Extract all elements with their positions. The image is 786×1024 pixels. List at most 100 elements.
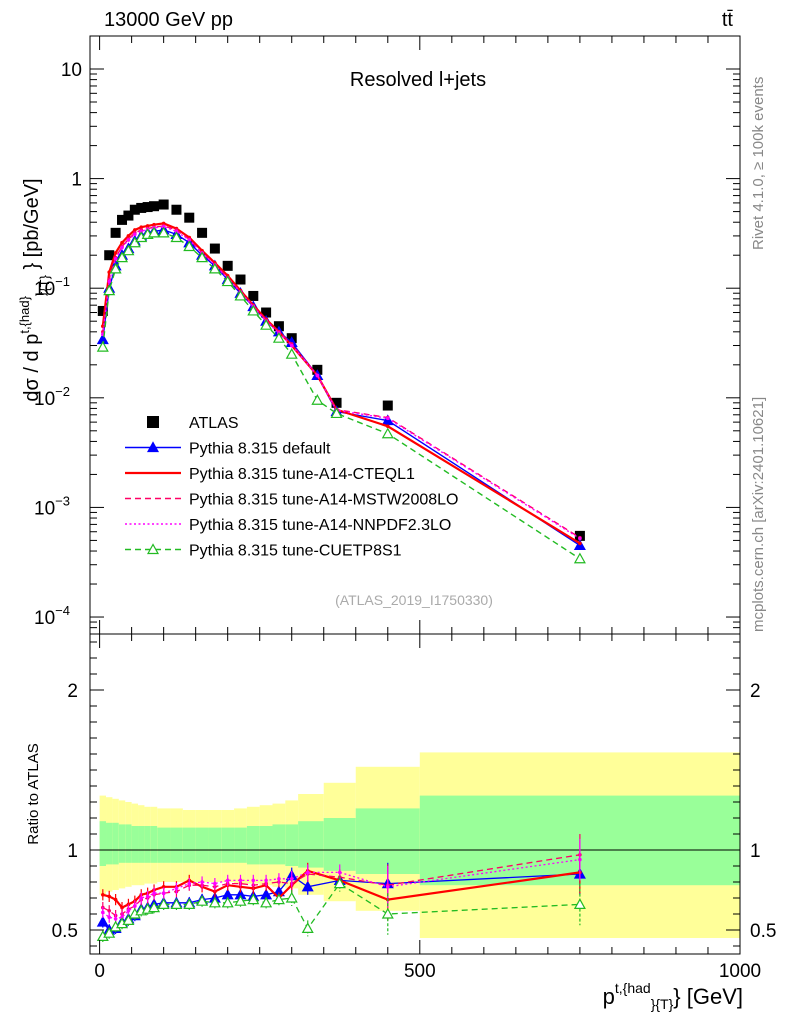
uncertainty-band-inner <box>144 826 151 863</box>
legend-item: Pythia 8.315 tune-A14-MSTW2008LO <box>125 492 458 509</box>
uncertainty-band-inner <box>323 818 356 871</box>
uncertainty-band-inner <box>285 824 299 866</box>
uncertainty-band-inner <box>112 822 119 865</box>
y-label-prefix: dσ / d p <box>21 334 43 402</box>
ratio-point <box>260 896 273 908</box>
data-point <box>104 250 115 261</box>
main-plot-area <box>96 199 586 564</box>
x-axis-label: pt,{had}{T}} [GeV] <box>603 980 743 1012</box>
data-point <box>120 240 124 245</box>
ratio-point <box>120 905 124 910</box>
data-point <box>123 210 134 221</box>
ratio-series-4 <box>96 875 586 942</box>
ratio-point <box>238 878 243 883</box>
data-point <box>145 224 150 228</box>
ratio-point <box>103 926 116 938</box>
header-process-label: tt̄ <box>722 9 734 31</box>
data-point <box>272 331 285 343</box>
uncertainty-band-inner <box>99 821 107 866</box>
data-point <box>234 289 247 301</box>
data-point <box>209 243 220 254</box>
ratio-point <box>234 894 247 906</box>
data-point <box>248 290 259 301</box>
ratio-point <box>578 857 582 862</box>
ratio-ticks: 0.5 0.5 1 1 2 2 0 500 1000 <box>52 634 776 982</box>
x-label-sub: }{T} <box>651 996 674 1012</box>
data-point <box>113 257 118 261</box>
y-label-unit: } [pb/GeV] <box>21 178 43 275</box>
ratio-panel: 0.5 0.5 1 1 2 2 0 500 1000 Ratio to ATLAS pt,{ha… <box>25 633 776 1012</box>
data-point <box>197 227 208 238</box>
uncertainty-band-inner <box>246 826 260 865</box>
x-label-unit: } [GeV] <box>673 984 743 1009</box>
y-tick-label: 10−2 <box>34 384 70 410</box>
uncertainty-band-inner <box>259 826 273 865</box>
ratio-point <box>200 880 204 884</box>
data-point <box>148 226 161 238</box>
data-point <box>96 340 109 352</box>
data-point <box>133 228 137 232</box>
ratio-point <box>113 897 118 902</box>
data-point <box>221 275 234 287</box>
data-point <box>289 343 294 348</box>
legend-label: Pythia 8.315 tune-A14-NNPDF2.3LO <box>189 517 451 534</box>
uncertainty-band-inner <box>170 827 183 863</box>
uncertainty-band-inner <box>234 827 247 863</box>
data-point <box>122 244 135 256</box>
ratio-point <box>196 894 209 906</box>
ratio-point <box>174 886 179 891</box>
ratio-point <box>208 896 221 908</box>
ratio-point <box>107 894 112 899</box>
side-mcplots-label: mcplots.cern.ch [arXiv:2401.10621] <box>750 397 767 632</box>
data-point <box>161 224 166 229</box>
data-point <box>208 262 221 274</box>
ratio-y-tick-label: 0.5 <box>52 921 78 942</box>
y-label-sub: } <box>33 291 48 296</box>
data-point <box>184 212 195 223</box>
data-point <box>158 199 169 210</box>
ratio-point <box>133 904 137 908</box>
uncertainty-band-inner <box>150 826 158 863</box>
data-point <box>139 225 144 230</box>
x-tick-label: 1000 <box>719 961 761 982</box>
data-point <box>196 251 209 263</box>
data-point <box>157 226 170 238</box>
ratio-point <box>337 870 342 875</box>
data-point <box>113 251 118 255</box>
ratio-point <box>139 896 144 900</box>
data-point <box>385 424 390 429</box>
data-point <box>171 204 182 215</box>
data-point <box>117 214 128 225</box>
ratio-point <box>221 896 234 908</box>
ratio-point <box>152 891 156 895</box>
legend-marker <box>146 441 160 453</box>
ratio-point <box>113 917 118 921</box>
data-point <box>120 245 124 250</box>
main-panel: 10 1 10−1 10−2 10−3 10−4 Resolved l+jets (ATL… <box>17 35 741 635</box>
data-point <box>331 397 342 408</box>
legend-label: ATLAS <box>189 415 239 432</box>
data-point <box>311 394 324 405</box>
ratio-point <box>161 891 166 895</box>
y-tick-label: 10 <box>61 60 82 81</box>
ratio-point <box>96 915 109 927</box>
data-point <box>128 236 141 248</box>
ratio-point <box>101 893 105 897</box>
ratio-point <box>333 877 346 889</box>
ratio-point <box>573 898 586 910</box>
side-rivet-label: Rivet 4.1.0, ≥ 100k events <box>750 77 767 250</box>
ratio-point <box>251 878 256 883</box>
data-point <box>107 279 112 284</box>
main-y-ticks: 10 1 10−1 10−2 10−3 10−4 <box>34 35 741 635</box>
ratio-point <box>272 893 285 905</box>
data-point <box>330 407 343 419</box>
data-point <box>97 305 108 316</box>
legend-item: Pythia 8.315 default <box>125 441 331 458</box>
ratio-point <box>161 885 166 889</box>
data-point <box>315 373 320 378</box>
uncertainty-band-inner <box>195 827 209 863</box>
uncertainty-band-inner <box>138 826 145 863</box>
x-tick-label: 500 <box>404 961 436 982</box>
ratio-point <box>101 910 105 915</box>
